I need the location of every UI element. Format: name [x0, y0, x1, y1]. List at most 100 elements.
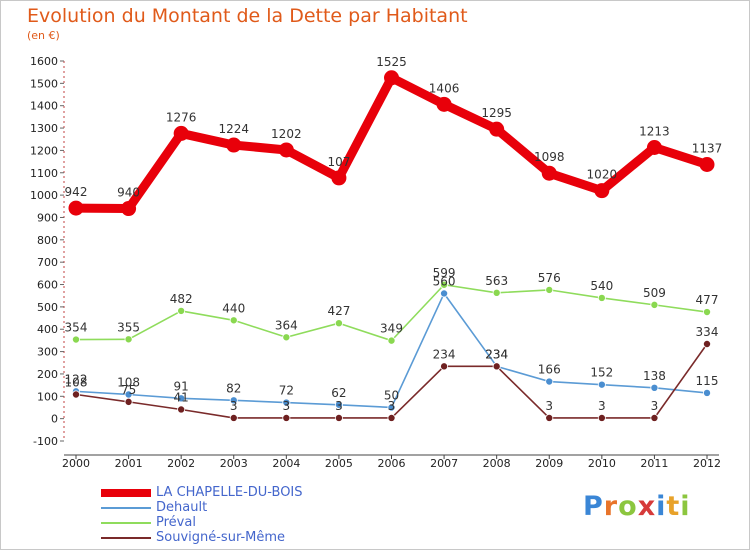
data-point: [229, 316, 238, 325]
series-line: [75, 73, 709, 214]
data-point: [597, 380, 606, 389]
x-tick-label: 2000: [62, 457, 90, 470]
data-label: 1525: [376, 55, 407, 69]
data-point: [594, 183, 610, 199]
legend-label: Préval: [156, 515, 196, 530]
data-label: 3: [388, 399, 396, 413]
data-point: [177, 306, 186, 315]
data-label: 1276: [166, 110, 197, 124]
data-point: [229, 396, 238, 405]
legend-swatch: [101, 507, 151, 509]
y-tick-label: -100: [33, 435, 58, 448]
data-point: [440, 280, 449, 289]
y-tick-label: 1600: [30, 55, 58, 68]
data-point: [334, 400, 343, 409]
data-point: [545, 285, 554, 294]
chart-unit: (en €): [27, 29, 60, 42]
data-label: 3: [545, 399, 553, 413]
data-label: 234: [433, 347, 456, 361]
data-label: 41: [174, 390, 189, 404]
data-point: [387, 403, 396, 412]
x-tick-label: 2011: [640, 457, 668, 470]
data-point: [282, 333, 291, 342]
data-label: 563: [485, 274, 508, 288]
data-label: 1224: [218, 122, 249, 136]
data-label: 122: [65, 372, 88, 386]
data-point: [650, 383, 659, 392]
data-label: 560: [433, 274, 456, 288]
x-tick-label: 2003: [220, 457, 248, 470]
data-point: [492, 288, 501, 297]
data-point: [597, 293, 606, 302]
y-tick-label: 1400: [30, 100, 58, 113]
data-point: [124, 397, 133, 406]
y-tick-label: 1300: [30, 122, 58, 135]
data-label: 75: [121, 383, 136, 397]
data-point: [650, 413, 659, 422]
y-tick-label: 1000: [30, 189, 58, 202]
data-label: 91: [174, 379, 189, 393]
y-tick-label: 900: [37, 211, 58, 224]
data-point: [703, 308, 712, 317]
y-tick-label: 100: [37, 390, 58, 403]
y-tick-label: 1200: [30, 144, 58, 157]
data-label: 108: [65, 376, 88, 390]
data-point: [334, 319, 343, 328]
x-tick-label: 2007: [430, 457, 458, 470]
data-point: [177, 394, 186, 403]
data-point: [597, 413, 606, 422]
chart-title: Evolution du Montant de la Dette par Hab…: [27, 5, 468, 27]
brand-logo: Proxiti: [583, 491, 691, 522]
data-point: [489, 121, 505, 137]
data-label: 1137: [692, 141, 723, 155]
data-label: 1406: [429, 81, 460, 95]
data-label: 540: [590, 279, 613, 293]
y-tick-label: 700: [37, 256, 58, 269]
data-label: 107: [327, 155, 350, 169]
data-label: 354: [65, 321, 88, 335]
data-label: 3: [651, 399, 659, 413]
x-tick-label: 2009: [535, 457, 563, 470]
data-point: [440, 289, 449, 298]
data-label: 509: [643, 286, 666, 300]
data-label: 427: [327, 304, 350, 318]
y-tick-label: 0: [51, 413, 58, 426]
data-point: [177, 405, 186, 414]
data-label: 152: [590, 366, 613, 380]
data-point: [334, 413, 343, 422]
y-tick-label: 1500: [30, 77, 58, 90]
data-point: [72, 335, 81, 344]
data-label: 166: [538, 363, 561, 377]
y-tick-label: 1100: [30, 167, 58, 180]
data-label: 334: [696, 325, 719, 339]
y-tick-label: 500: [37, 301, 58, 314]
data-label: 355: [117, 320, 140, 334]
data-label: 440: [222, 301, 245, 315]
data-label: 1202: [271, 127, 302, 141]
chart-axes: -100 0 100 200 300 400 500 600 700 800 900 1000 1100…: [30, 55, 721, 470]
data-label: 3: [230, 399, 238, 413]
x-tick-label: 2006: [378, 457, 406, 470]
data-label: 82: [226, 381, 241, 395]
data-point: [282, 398, 291, 407]
x-tick-label: 2002: [167, 457, 195, 470]
data-label: 3: [335, 399, 343, 413]
data-label: 3: [598, 399, 606, 413]
x-tick-label: 2004: [272, 457, 300, 470]
data-label: 234: [485, 347, 508, 361]
series-layer: [68, 70, 715, 422]
y-tick-label: 200: [37, 368, 58, 381]
data-label: 50: [384, 388, 399, 402]
data-point: [121, 201, 137, 217]
data-point: [72, 390, 81, 399]
data-point: [68, 200, 84, 216]
data-point: [545, 413, 554, 422]
data-point: [699, 156, 715, 172]
y-tick-label: 300: [37, 346, 58, 359]
data-point: [436, 96, 452, 112]
data-label: 1020: [587, 168, 618, 182]
legend-label: Dehault: [156, 500, 208, 515]
data-label: 108: [117, 376, 140, 390]
